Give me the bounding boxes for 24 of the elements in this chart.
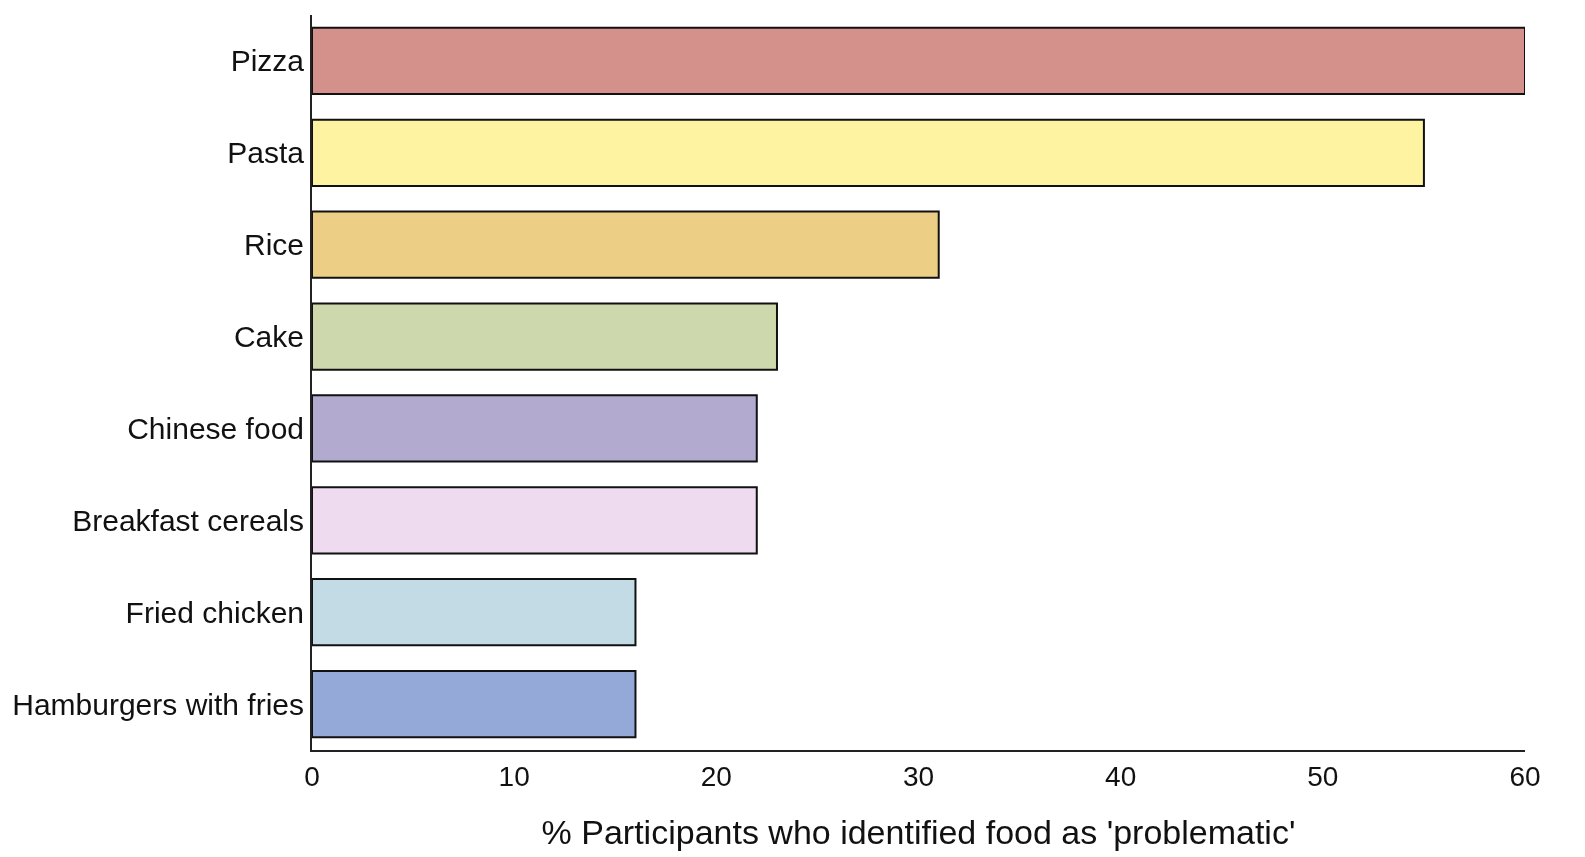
x-tick-label: 40 xyxy=(1105,760,1137,792)
bar xyxy=(312,394,758,463)
x-tick-label: 30 xyxy=(902,760,935,792)
y-tick-label: Chinese food xyxy=(127,411,304,445)
x-tick-label: 10 xyxy=(498,760,530,792)
bar xyxy=(312,118,1425,187)
bar xyxy=(312,26,1525,96)
x-tick-label: 60 xyxy=(1509,760,1541,792)
x-tick-label: 20 xyxy=(700,760,732,792)
bar xyxy=(312,486,758,555)
bar xyxy=(312,669,637,739)
bar xyxy=(312,302,778,371)
y-tick-label: Pasta xyxy=(227,136,305,170)
y-tick-label: Breakfast cereals xyxy=(72,503,304,537)
bar xyxy=(312,578,637,647)
bar xyxy=(312,210,940,279)
x-tick-label: 0 xyxy=(304,760,320,792)
y-tick-label: Pizza xyxy=(230,44,305,78)
y-tick-label: Cake xyxy=(233,320,304,354)
x-axis-title: % Participants who identified food as 'problematic' xyxy=(541,813,1296,852)
y-tick-label: Fried chicken xyxy=(125,595,304,629)
x-tick-label: 50 xyxy=(1307,760,1339,792)
y-tick-label: Rice xyxy=(243,228,304,262)
y-tick-label: Hamburgers with fries xyxy=(12,687,304,721)
